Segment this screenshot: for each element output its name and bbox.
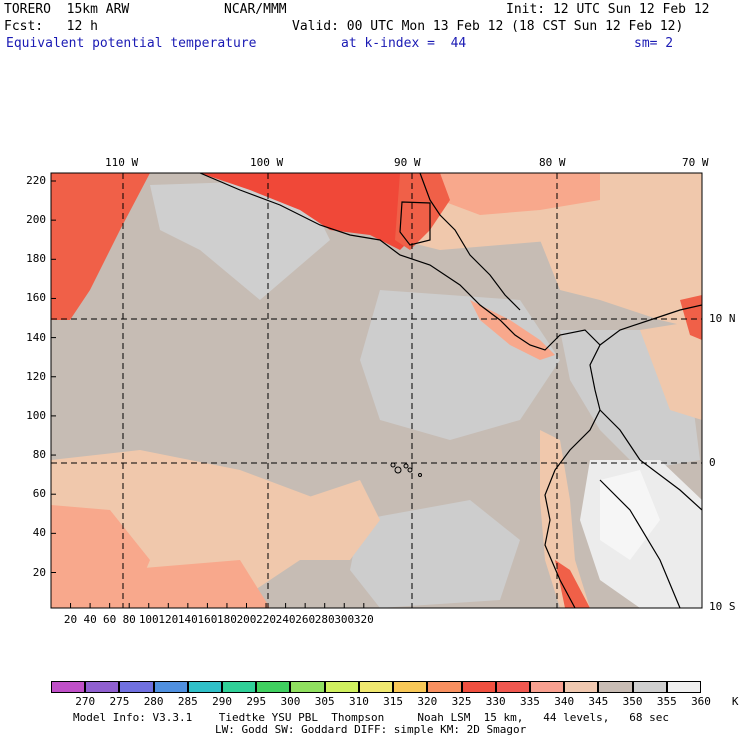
model-name: TORERO 15km ARW — [4, 2, 130, 17]
x-tick-label: 60 — [103, 613, 117, 626]
colorbar-label: 315 — [383, 695, 404, 708]
colorbar-label: 285 — [177, 695, 198, 708]
lon-label: 110 W — [105, 156, 139, 169]
lon-label: 100 W — [250, 156, 284, 169]
x-tick-label: 180 — [217, 613, 237, 626]
x-tick-label: 280 — [314, 613, 335, 626]
x-tick-label: 260 — [295, 613, 316, 626]
colorbar-swatch — [393, 681, 428, 693]
y-tick-label: 220 — [26, 174, 46, 187]
lat-label: 10 S — [709, 600, 736, 613]
x-tick-label: 100 — [138, 613, 159, 626]
colorbar-swatch — [290, 681, 325, 693]
x-tick-label: 160 — [197, 613, 218, 626]
colorbar-label: K — [731, 695, 739, 708]
init-time: Init: 12 UTC Sun 12 Feb 12 — [506, 2, 710, 17]
colorbar-swatch — [598, 681, 633, 693]
colorbar-swatch — [153, 681, 188, 693]
map-frame — [50, 172, 703, 609]
y-tick-label: 160 — [26, 291, 46, 305]
colorbar-label: 275 — [109, 695, 130, 708]
y-tick-label: 200 — [26, 213, 46, 227]
colorbar-label: 305 — [314, 695, 335, 708]
x-tick-label: 40 — [83, 613, 97, 626]
colorbar-label: 360 — [691, 695, 711, 708]
lat-label: 0 — [709, 456, 716, 469]
valid-time: Valid: 00 UTC Mon 13 Feb 12 (18 CST Sun … — [292, 19, 684, 34]
y-tick-label: 120 — [26, 369, 46, 383]
lon-label: 70 W — [682, 156, 709, 169]
lon-label: 90 W — [394, 156, 421, 169]
colorbar-swatch — [324, 681, 359, 693]
colorbar-swatch — [256, 681, 291, 693]
smoothing-value: sm= 2 — [634, 36, 674, 51]
colorbar-swatch — [666, 681, 701, 693]
y-tick-label: 100 — [26, 408, 46, 422]
colorbar-swatch — [358, 681, 394, 693]
colorbar-label: 280 — [143, 695, 164, 708]
colorbar-swatch — [119, 681, 154, 693]
lon-label: 80 W — [539, 156, 566, 169]
y-tick-label: 180 — [26, 252, 46, 266]
x-tick-label: 300 — [334, 613, 355, 626]
colorbar-label: 295 — [246, 695, 267, 708]
physics-info: LW: Godd SW: Goddard DIFF: simple KM: 2D… — [215, 723, 527, 736]
y-tick-label: 140 — [26, 330, 46, 344]
colorbar-swatch — [222, 681, 257, 693]
colorbar-swatch — [495, 681, 530, 693]
x-tick-label: 320 — [353, 613, 374, 626]
colorbar-swatch — [461, 681, 496, 693]
lat-label: 10 N — [709, 312, 736, 325]
x-tick-label: 80 — [122, 613, 136, 626]
model-info: Model Info: V3.3.1 Tiedtke YSU PBL Thomp… — [73, 711, 670, 724]
forecast-hour: Fcst: 12 h — [4, 19, 98, 34]
colorbar-swatch — [632, 681, 667, 693]
x-tick-label: 200 — [236, 613, 257, 626]
colorbar-swatch — [529, 681, 565, 693]
colorbar-label: 340 — [554, 695, 575, 708]
level-index: at k-index = 44 — [341, 36, 467, 51]
y-tick-label: 60 — [32, 487, 46, 501]
colorbar-label: 270 — [75, 695, 96, 708]
x-tick-label: 20 — [63, 613, 78, 626]
x-tick-label: 240 — [275, 613, 296, 626]
axis-ticks — [51, 180, 365, 608]
y-tick-label: 40 — [32, 526, 46, 540]
colorbar-label: 310 — [348, 695, 369, 708]
colorbar-swatch — [564, 681, 599, 693]
coastlines — [199, 173, 702, 608]
lat-lon-grid — [51, 173, 702, 608]
y-tick-label: 20 — [32, 565, 46, 579]
colorbar-label: 330 — [485, 695, 506, 708]
colorbar-swatch — [187, 681, 223, 693]
colorbar-label: 325 — [451, 695, 472, 708]
y-tick-label: 80 — [32, 448, 46, 462]
colorbar-swatch — [85, 681, 120, 693]
x-tick-label: 120 — [158, 613, 179, 626]
colorbar-label: 335 — [520, 695, 540, 708]
x-tick-label: 220 — [256, 613, 276, 626]
colorbar-label: 350 — [622, 695, 643, 708]
colorbar-label: 345 — [588, 695, 609, 708]
colorbar-swatch — [427, 681, 462, 693]
center-name: NCAR/MMM — [224, 2, 287, 17]
colorbar-label: 355 — [656, 695, 677, 708]
x-tick-label: 140 — [177, 613, 198, 626]
field-shading — [51, 173, 702, 608]
colorbar-label: 290 — [212, 695, 232, 708]
colorbar-label: 320 — [417, 695, 438, 708]
galapagos-islands — [390, 462, 422, 477]
field-name: Equivalent potential temperature — [6, 36, 257, 51]
colorbar-label: 300 — [280, 695, 301, 708]
colorbar-swatch — [51, 681, 86, 693]
